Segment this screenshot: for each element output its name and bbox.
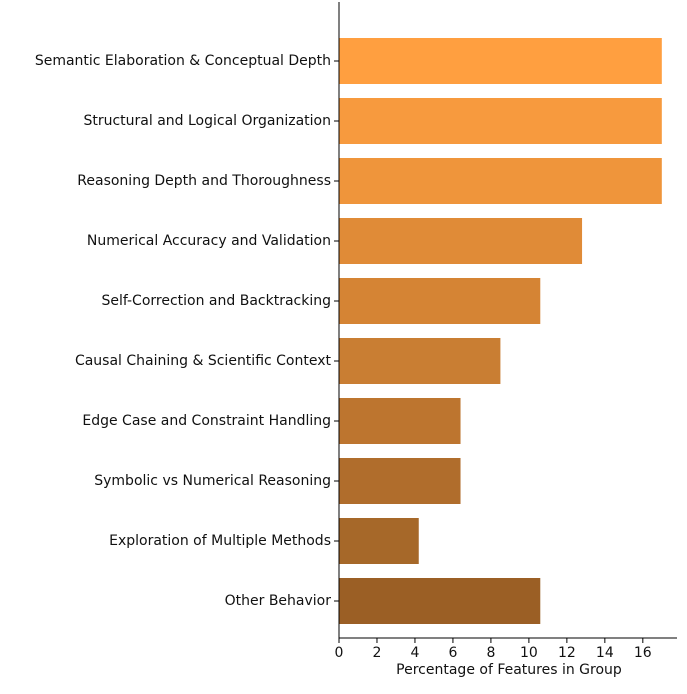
y-tick-label: Semantic Elaboration & Conceptual Depth (35, 53, 331, 69)
x-tick-label: 12 (558, 645, 576, 661)
y-tick-label: Reasoning Depth and Thoroughness (77, 173, 331, 189)
y-tick-label: Self-Correction and Backtracking (101, 293, 331, 309)
x-tick-label: 10 (520, 645, 538, 661)
x-tick-label: 14 (596, 645, 614, 661)
x-tick-label: 2 (373, 645, 382, 661)
y-tick-label: Causal Chaining & Scientific Context (75, 353, 332, 369)
bar (339, 38, 662, 84)
bar (339, 278, 541, 324)
y-tick-label: Numerical Accuracy and Validation (87, 233, 331, 249)
bar (339, 578, 541, 624)
x-axis-label: Percentage of Features in Group (396, 662, 622, 678)
bar (339, 218, 583, 264)
bar (339, 458, 461, 504)
x-tick-label: 4 (410, 645, 419, 661)
bar (339, 158, 662, 204)
bar (339, 98, 662, 144)
y-tick-label: Edge Case and Constraint Handling (82, 413, 331, 429)
y-tick-label: Other Behavior (225, 593, 332, 609)
y-tick-label: Symbolic vs Numerical Reasoning (94, 473, 331, 489)
bar (339, 338, 501, 384)
y-tick-label: Structural and Logical Organization (83, 113, 331, 129)
x-tick-label: 6 (448, 645, 457, 661)
bar (339, 518, 419, 564)
x-tick-label: 0 (335, 645, 344, 661)
bar (339, 398, 461, 444)
x-tick-label: 8 (486, 645, 495, 661)
y-tick-label: Exploration of Multiple Methods (109, 533, 331, 549)
x-tick-label: 16 (634, 645, 652, 661)
